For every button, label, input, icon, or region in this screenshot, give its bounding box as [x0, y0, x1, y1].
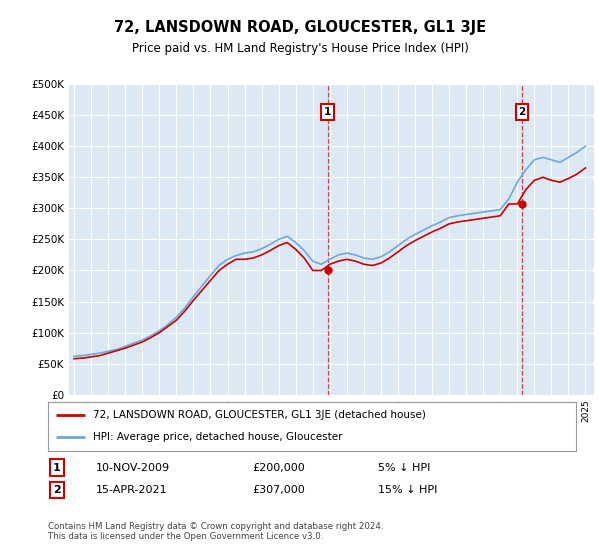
Text: 10-NOV-2009: 10-NOV-2009: [96, 463, 170, 473]
Text: £307,000: £307,000: [252, 485, 305, 495]
Text: 5% ↓ HPI: 5% ↓ HPI: [378, 463, 430, 473]
Text: Price paid vs. HM Land Registry's House Price Index (HPI): Price paid vs. HM Land Registry's House …: [131, 42, 469, 55]
Text: 72, LANSDOWN ROAD, GLOUCESTER, GL1 3JE: 72, LANSDOWN ROAD, GLOUCESTER, GL1 3JE: [114, 20, 486, 35]
Text: Contains HM Land Registry data © Crown copyright and database right 2024.
This d: Contains HM Land Registry data © Crown c…: [48, 522, 383, 542]
Text: 1: 1: [53, 463, 61, 473]
Text: HPI: Average price, detached house, Gloucester: HPI: Average price, detached house, Glou…: [93, 432, 343, 442]
Text: 1: 1: [324, 107, 331, 117]
Text: 2: 2: [53, 485, 61, 495]
Text: 15% ↓ HPI: 15% ↓ HPI: [378, 485, 437, 495]
Text: 15-APR-2021: 15-APR-2021: [96, 485, 167, 495]
Text: £200,000: £200,000: [252, 463, 305, 473]
Text: 72, LANSDOWN ROAD, GLOUCESTER, GL1 3JE (detached house): 72, LANSDOWN ROAD, GLOUCESTER, GL1 3JE (…: [93, 410, 426, 420]
Text: 2: 2: [518, 107, 526, 117]
